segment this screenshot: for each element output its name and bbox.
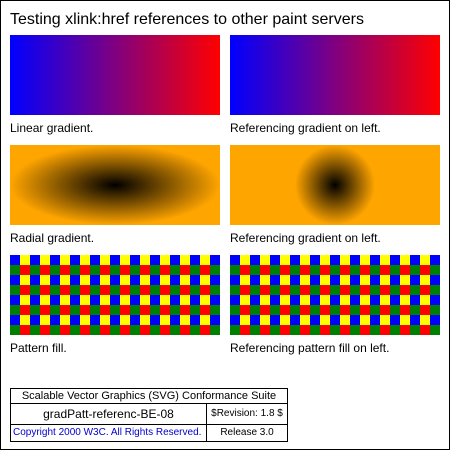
pattern-fill-swatch	[10, 255, 220, 335]
radial-gradient-caption: Radial gradient.	[10, 231, 95, 245]
referencing-linear-gradient-swatch	[230, 35, 440, 115]
referencing-pattern-fill-caption: Referencing pattern fill on left.	[230, 341, 390, 355]
linear-gradient-swatch	[10, 35, 220, 115]
test-name: gradPatt-referenc-BE-08	[11, 404, 206, 425]
pattern-fill-caption: Pattern fill.	[10, 341, 67, 355]
footer-left-cell: gradPatt-referenc-BE-08 Copyright 2000 W…	[11, 404, 207, 441]
conformance-footer: Scalable Vector Graphics (SVG) Conforman…	[10, 388, 288, 442]
page-title: Testing xlink:href references to other p…	[10, 11, 364, 28]
referencing-pattern-fill-swatch	[230, 255, 440, 335]
release-label: Release 3.0	[220, 427, 274, 438]
footer-right-cell: $Revision: 1.8 $ Release 3.0	[207, 404, 287, 441]
radial-gradient-swatch	[10, 145, 220, 225]
referencing-radial-gradient-caption: Referencing gradient on left.	[230, 231, 381, 245]
suite-name: Scalable Vector Graphics (SVG) Conforman…	[11, 389, 287, 404]
copyright-link[interactable]: Copyright 2000 W3C. All Rights Reserved.	[13, 427, 202, 438]
revision-label: $Revision: 1.8 $	[207, 404, 287, 425]
referencing-linear-gradient-caption: Referencing gradient on left.	[230, 121, 381, 135]
linear-gradient-caption: Linear gradient.	[10, 121, 94, 135]
referencing-radial-gradient-swatch	[230, 145, 440, 225]
